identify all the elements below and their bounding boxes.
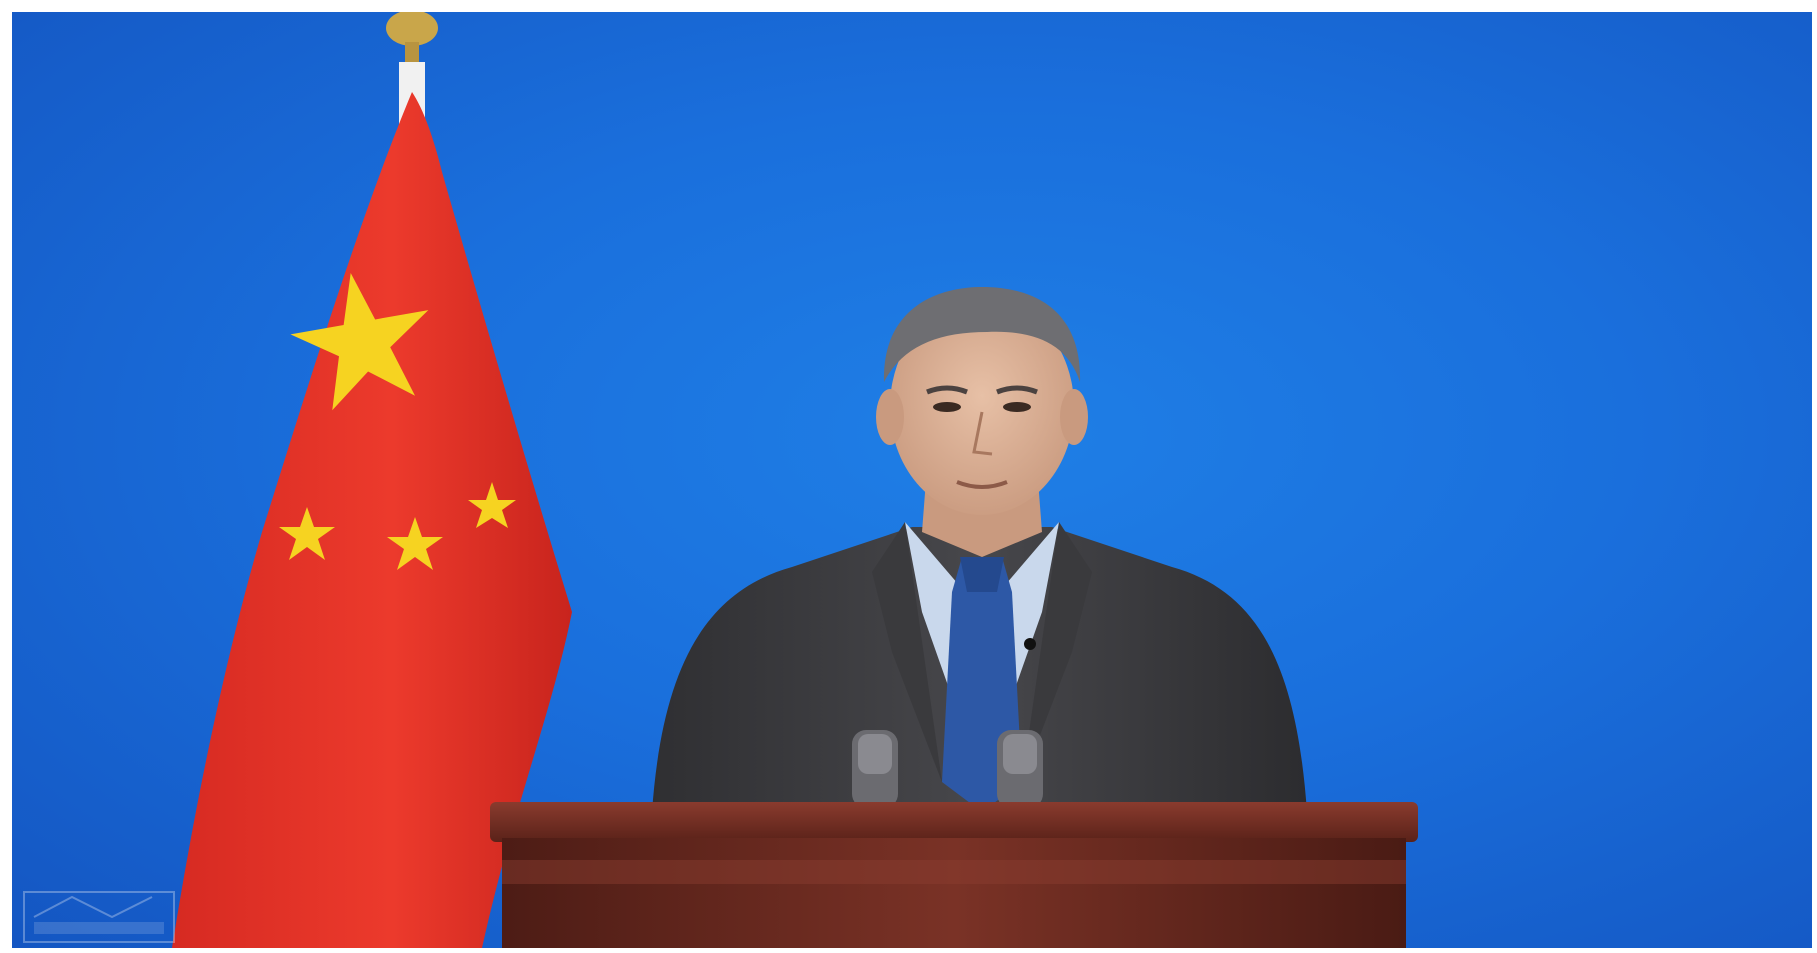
microphone-icon <box>852 730 1043 808</box>
watermark-logo <box>23 891 175 943</box>
speaker-figure <box>652 287 1307 812</box>
podium <box>490 802 1418 948</box>
flag-icon <box>172 12 572 948</box>
press-photo <box>12 12 1812 948</box>
scene-illustration <box>23 12 1418 948</box>
